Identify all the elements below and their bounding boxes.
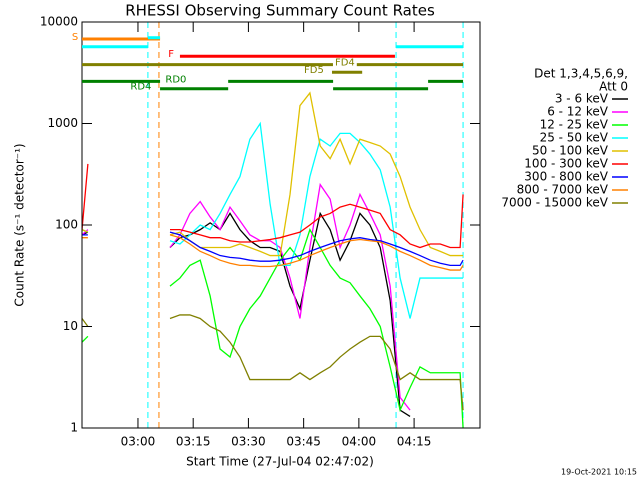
x-tick-label: 03:15	[176, 435, 211, 449]
flag-label-bg	[332, 61, 357, 68]
legend-label: 12 - 25 keV	[540, 118, 609, 132]
footer: 19-Oct-2021 10:15	[561, 468, 637, 477]
x-tick-label: 04:00	[342, 435, 377, 449]
series-line	[82, 234, 464, 271]
series-line	[82, 163, 464, 249]
legend-label: 300 - 800 keV	[524, 170, 608, 184]
x-tick-label: 03:30	[231, 435, 266, 449]
y-axis-label: Count Rate (s⁻¹ detector⁻¹)	[13, 143, 27, 306]
y-tick-label: 1	[70, 421, 78, 435]
legend-label: 50 - 100 keV	[532, 144, 609, 158]
y-tick-label: 10000	[40, 15, 78, 29]
flag-label: F	[168, 49, 174, 60]
legend-label: 3 - 6 keV	[555, 92, 609, 106]
flag-label: S	[72, 32, 78, 43]
legend-title: Att 0	[599, 80, 628, 94]
x-tick-label: 03:45	[286, 435, 321, 449]
flag-label: FD5	[304, 65, 324, 76]
legend-label: 25 - 50 keV	[540, 131, 609, 145]
y-tick-label: 100	[55, 218, 78, 232]
series-line	[82, 182, 411, 411]
legend-label: 800 - 7000 keV	[517, 183, 609, 197]
x-tick-label: 03:00	[121, 435, 156, 449]
legend-label: 6 - 12 keV	[547, 105, 609, 119]
plot-area	[82, 22, 464, 428]
flag-label: RD0	[165, 74, 186, 85]
y-tick-label: 1000	[47, 116, 78, 130]
x-axis-label: Start Time (27-Jul-04 02:47:02)	[186, 455, 374, 469]
flag-label: RD4	[130, 82, 151, 93]
series-line	[82, 91, 464, 257]
legend-label: 7000 - 15000 keV	[501, 196, 608, 210]
series-line	[82, 314, 464, 411]
x-tick-label: 04:15	[397, 435, 432, 449]
legend-label: 100 - 300 keV	[524, 157, 608, 171]
series-line	[82, 231, 464, 267]
legend-title: Det 1,3,4,5,6,9,	[534, 67, 628, 81]
chart-title: RHESSI Observing Summary Count Rates	[125, 2, 435, 20]
y-tick-label: 10	[63, 319, 78, 333]
flag-label: FD4	[335, 58, 355, 69]
